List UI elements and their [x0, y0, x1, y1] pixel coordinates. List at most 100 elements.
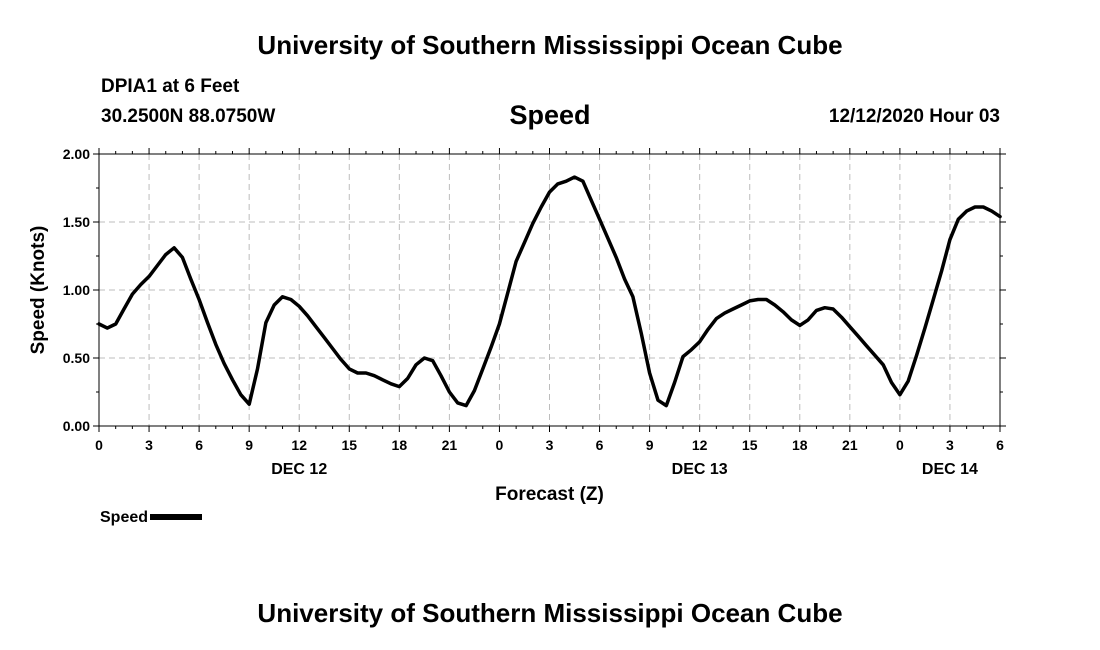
coordinates-label: 30.2500N 88.0750W [101, 106, 276, 127]
data-point [748, 300, 751, 302]
x-tick-label: 0 [896, 437, 904, 453]
x-tick-label: 21 [842, 437, 858, 453]
data-point [790, 319, 793, 321]
data-point [965, 210, 968, 212]
x-tick-label: 0 [496, 437, 504, 453]
data-point [498, 323, 501, 325]
data-point [448, 391, 451, 393]
data-point [915, 354, 918, 357]
data-point [373, 374, 376, 377]
data-point [315, 325, 317, 328]
data-point [256, 368, 259, 370]
data-point [381, 378, 384, 381]
data-point [924, 327, 926, 329]
series-layer [97, 175, 1002, 408]
data-point [623, 278, 626, 280]
data-point [982, 206, 985, 208]
x-tick-label: 0 [95, 437, 103, 453]
data-point [740, 304, 743, 306]
data-point [340, 358, 342, 361]
y-tick-label: 1.50 [63, 214, 90, 230]
data-point [406, 377, 409, 380]
data-point [557, 183, 559, 185]
data-point [690, 349, 693, 351]
data-point [123, 308, 125, 310]
plot-frame [98, 153, 1001, 427]
x-tick-label: 15 [742, 437, 758, 453]
data-point [657, 399, 659, 401]
data-point [214, 343, 217, 346]
x-tick-label: 12 [291, 437, 307, 453]
data-point [874, 354, 876, 357]
data-point [440, 374, 442, 377]
x-tick-label: 6 [596, 437, 604, 453]
data-point [807, 319, 809, 321]
data-point [648, 372, 651, 374]
data-point [181, 256, 184, 259]
data-point [156, 264, 159, 267]
data-point [248, 403, 250, 406]
data-point [782, 310, 784, 313]
data-point [907, 380, 910, 382]
data-point [882, 364, 885, 366]
data-point [890, 381, 893, 384]
data-point [573, 176, 576, 178]
data-point [590, 199, 593, 202]
data-point [940, 270, 943, 272]
axes [93, 148, 1006, 432]
data-point [715, 317, 718, 320]
data-point [523, 241, 526, 244]
data-point [515, 260, 517, 263]
data-point [223, 362, 225, 365]
data-point [281, 296, 284, 298]
data-point [840, 316, 843, 319]
top-title: University of Southern Mississippi Ocean… [257, 30, 843, 60]
grid [99, 154, 1000, 426]
data-point [481, 368, 484, 370]
data-point [540, 206, 542, 208]
x-tick-label: 12 [692, 437, 708, 453]
data-point [189, 278, 192, 280]
data-point [206, 321, 209, 324]
tick-labels: 0.00 0.50 1.00 1.50 2.00 0 3 6 9 12 15 18 21 0 3 6 9 12 15… [28, 146, 1004, 505]
x-axis-title: Forecast (Z) [495, 484, 604, 505]
data-point [773, 304, 776, 306]
y-tick-label: 0.00 [63, 418, 90, 434]
bottom-title: University of Southern Mississippi Ocean… [257, 598, 843, 628]
data-point [390, 383, 392, 385]
data-point [957, 218, 960, 221]
data-point [365, 372, 367, 374]
data-point [139, 283, 142, 286]
data-point [290, 298, 292, 301]
y-tick-label: 1.00 [63, 282, 90, 298]
data-point [415, 364, 417, 366]
data-point [765, 298, 768, 301]
data-point [582, 180, 584, 182]
data-point [331, 347, 334, 350]
data-point [306, 315, 309, 317]
data-point [106, 327, 109, 329]
data-point [598, 218, 601, 221]
station-label: DPIA1 at 6 Feet [101, 76, 240, 97]
x-tick-label: 6 [996, 437, 1004, 453]
data-point [298, 305, 301, 308]
data-point [723, 312, 726, 314]
data-point [832, 308, 834, 310]
x-tick-label: 3 [946, 437, 954, 453]
data-point [632, 296, 634, 298]
x-tick-label: 15 [341, 437, 357, 453]
data-point [431, 359, 434, 362]
x-tick-label: 21 [442, 437, 458, 453]
data-point [615, 256, 618, 259]
chart-title: Speed [509, 100, 591, 130]
data-point [131, 293, 134, 295]
data-point [849, 325, 851, 328]
data-point [707, 328, 709, 331]
x-tick-label: 6 [195, 437, 203, 453]
data-point [732, 308, 734, 310]
legend-swatch-speed [150, 513, 203, 520]
data-point [865, 344, 868, 347]
data-point [323, 336, 326, 339]
data-point [198, 298, 200, 301]
